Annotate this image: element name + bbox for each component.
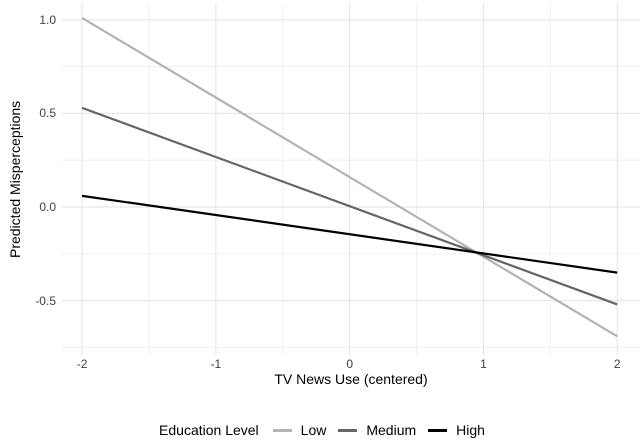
legend-item-medium: Medium — [338, 422, 416, 438]
series-line-medium — [81, 106, 618, 306]
legend-label: Medium — [366, 422, 417, 438]
x-axis-title: TV News Use (centered) — [274, 371, 428, 387]
x-tick-label: 1 — [480, 357, 487, 371]
legend-item-high: High — [428, 422, 485, 438]
y-tick-label: 0.5 — [39, 106, 56, 121]
legend-label: Low — [300, 422, 327, 438]
legend-key-line-high — [428, 428, 448, 432]
legend-item-low: Low — [272, 422, 327, 438]
legend-items: Low Medium High — [272, 422, 485, 438]
legend-label: High — [456, 422, 485, 438]
legend-key-line-medium — [338, 428, 358, 432]
legend-title: Education Level — [159, 422, 259, 438]
x-tick-label: -2 — [76, 357, 88, 371]
series-line-high — [81, 194, 618, 274]
series-line-low — [81, 17, 618, 338]
y-tick-label: -0.5 — [35, 293, 56, 308]
y-tick-label: 1.0 — [39, 12, 56, 27]
plot-area — [62, 3, 640, 355]
y-tick-label: 0.0 — [39, 200, 56, 215]
legend: Education Level Low Medium High — [0, 420, 644, 440]
legend-key-line-low — [272, 428, 292, 432]
x-tick-label: 2 — [613, 357, 621, 371]
x-tick-label: 0 — [346, 357, 353, 371]
x-tick-label: -1 — [210, 357, 222, 371]
